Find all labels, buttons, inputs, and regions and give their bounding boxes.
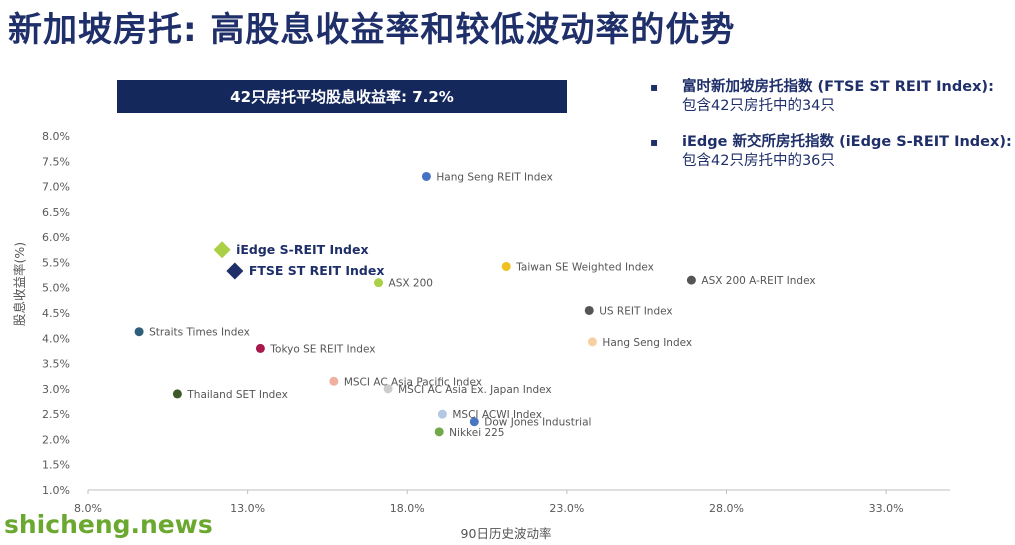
chart-axes: 1.0% 1.5% 2.0% 2.5% 3.0% 3.5% 4.0% 4.5% 5.0% 5.5%… xyxy=(42,130,950,515)
data-point xyxy=(584,305,594,315)
data-point-label: MSCI AC Asia Ex. Japan Index xyxy=(398,384,552,396)
y-tick-label: 5.0% xyxy=(42,282,70,295)
y-axis-label: 股息收益率(%) xyxy=(12,242,27,326)
page-title: 新加坡房托: 高股息收益率和较低波动率的优势 xyxy=(8,10,736,50)
chart-points: Hang Seng REIT Index iEdge S-REIT Index FT… xyxy=(134,171,816,439)
x-tick-label: 8.0% xyxy=(74,502,102,515)
y-tick-label: 2.0% xyxy=(42,433,70,446)
x-tick-label: 28.0% xyxy=(709,502,744,515)
bullet-iedge: ▪ iEdge 新交所房托指数 (iEdge S-REIT Index): 包含… xyxy=(650,133,1012,171)
y-tick-label: 7.5% xyxy=(42,155,70,168)
data-point xyxy=(686,275,696,285)
data-point-label: Straits Times Index xyxy=(149,327,250,339)
data-point xyxy=(134,327,144,337)
x-tick-label: 13.0% xyxy=(230,502,265,515)
data-point-label: ASX 200 A-REIT Index xyxy=(701,275,815,287)
y-tick-label: 3.0% xyxy=(42,383,70,396)
data-point xyxy=(383,384,393,394)
x-tick-label: 18.0% xyxy=(390,502,425,515)
data-point-label: Tokyo SE REIT Index xyxy=(269,343,375,355)
data-point-label: Nikkei 225 xyxy=(449,427,504,439)
data-point xyxy=(421,171,431,181)
data-point xyxy=(329,376,339,386)
bullet-subtitle: 包含42只房托中的34只 xyxy=(682,98,835,114)
index-notes: ▪ 富时新加坡房托指数 (FTSE ST REIT Index): 包含42只房… xyxy=(650,78,1012,188)
data-point-diamond xyxy=(213,241,231,259)
y-tick-label: 6.5% xyxy=(42,206,70,219)
average-yield-banner: 42只房托平均股息收益率: 7.2% xyxy=(117,80,567,113)
y-tick-label: 8.0% xyxy=(42,130,70,143)
data-point xyxy=(172,389,182,399)
data-point-label: iEdge S-REIT Index xyxy=(236,242,368,257)
y-tick-label: 6.0% xyxy=(42,231,70,244)
data-point-diamond xyxy=(226,262,244,280)
data-point xyxy=(374,278,384,288)
y-tick-label: 1.5% xyxy=(42,459,70,472)
data-point-label: ASX 200 xyxy=(389,278,433,290)
data-point-label: Thailand SET Index xyxy=(186,389,287,401)
y-tick-label: 3.5% xyxy=(42,358,70,371)
bullet-marker: ▪ xyxy=(650,80,659,94)
data-point-label: US REIT Index xyxy=(599,305,672,317)
bullet-ftse: ▪ 富时新加坡房托指数 (FTSE ST REIT Index): 包含42只房… xyxy=(650,78,1010,116)
bullet-marker: ▪ xyxy=(650,135,659,149)
y-tick-label: 2.5% xyxy=(42,408,70,421)
bullet-title: iEdge 新交所房托指数 (iEdge S-REIT Index): xyxy=(682,134,1012,150)
y-tick-label: 1.0% xyxy=(42,484,70,497)
x-tick-label: 33.0% xyxy=(869,502,904,515)
y-tick-label: 4.5% xyxy=(42,307,70,320)
y-tick-label: 7.0% xyxy=(42,181,70,194)
data-point xyxy=(501,261,511,271)
data-point-label: FTSE ST REIT Index xyxy=(249,263,385,278)
bullet-title: 富时新加坡房托指数 (FTSE ST REIT Index): xyxy=(682,79,994,95)
average-yield-text: 42只房托平均股息收益率: 7.2% xyxy=(230,88,454,106)
y-tick-label: 5.5% xyxy=(42,256,70,269)
data-point xyxy=(469,417,479,427)
data-point-label: MSCI AC Asia Pacific Index xyxy=(344,376,482,388)
bullet-subtitle: 包含42只房托中的36只 xyxy=(682,153,835,169)
watermark-text: shicheng.news xyxy=(4,510,213,539)
data-point-label: Hang Seng REIT Index xyxy=(436,171,552,183)
data-point xyxy=(434,427,444,437)
y-tick-label: 4.0% xyxy=(42,332,70,345)
x-tick-label: 23.0% xyxy=(549,502,584,515)
x-axis-label: 90日历史波动率 xyxy=(461,526,552,541)
data-point xyxy=(255,343,265,353)
data-point xyxy=(587,337,597,347)
data-point-label: Hang Seng Index xyxy=(602,337,692,349)
data-point-label: Dow Jones Industrial xyxy=(484,417,591,429)
data-point-label: Taiwan SE Weighted Index xyxy=(515,261,654,273)
data-point xyxy=(437,409,447,419)
